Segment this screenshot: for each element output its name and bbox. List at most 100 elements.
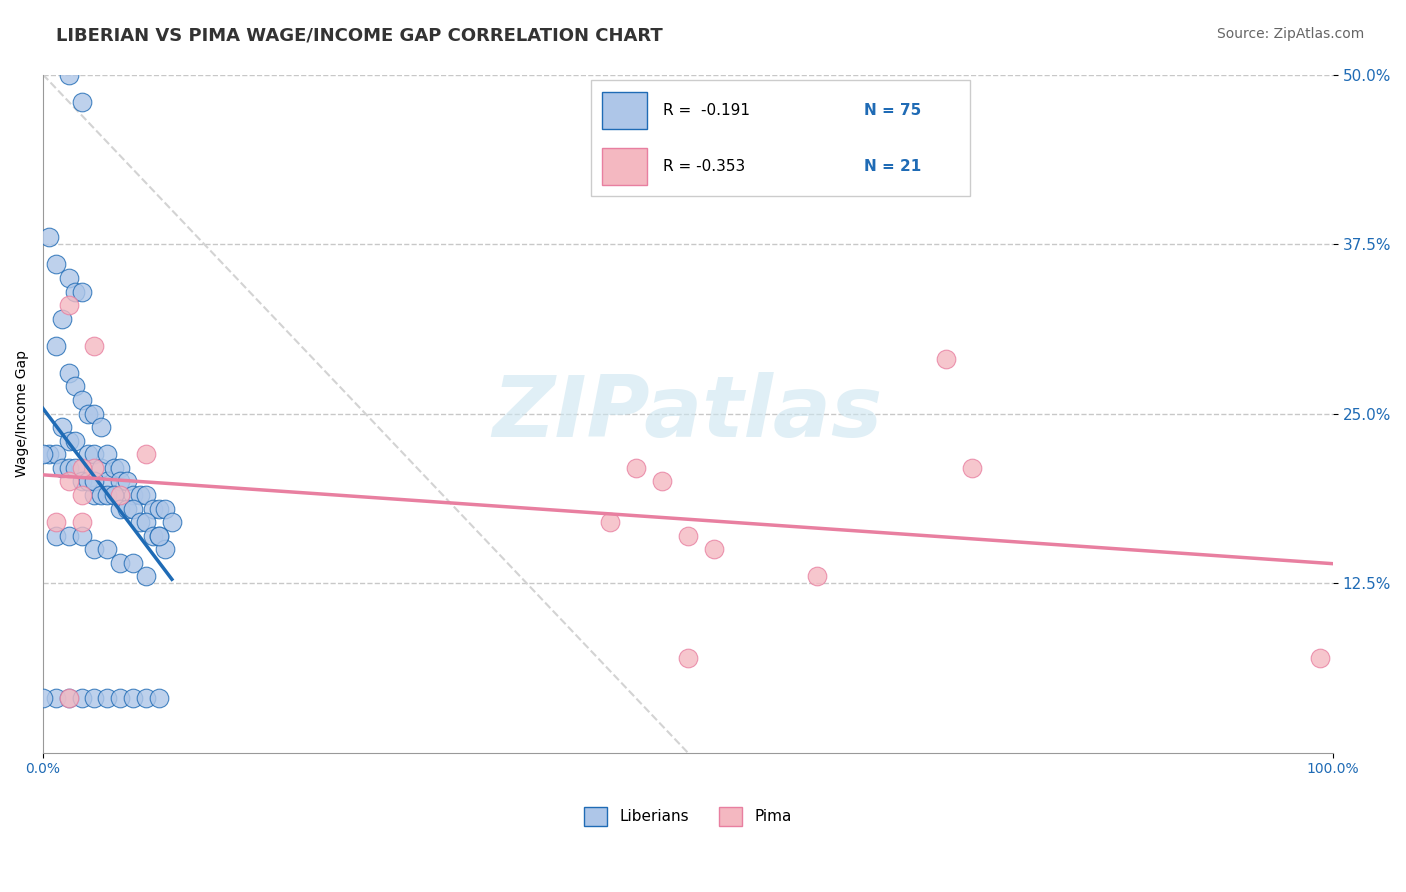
- Point: [63, 379, 86, 393]
- Point: [58, 461, 80, 475]
- Point: [122, 501, 145, 516]
- Point: [70, 488, 93, 502]
- Point: [83, 542, 105, 557]
- Y-axis label: Wage/Income Gap: Wage/Income Gap: [15, 350, 30, 477]
- Text: N = 21: N = 21: [863, 159, 921, 174]
- Text: ZIPatlas: ZIPatlas: [492, 372, 883, 455]
- Point: [58, 271, 80, 285]
- Point: [58, 68, 80, 82]
- Point: [141, 529, 163, 543]
- Point: [32, 447, 55, 461]
- Point: [45, 257, 67, 271]
- Point: [51, 311, 73, 326]
- Point: [96, 542, 118, 557]
- Point: [1309, 650, 1331, 665]
- Point: [103, 488, 125, 502]
- Text: R = -0.353: R = -0.353: [662, 159, 745, 174]
- Point: [70, 691, 93, 706]
- Point: [83, 407, 105, 421]
- Point: [110, 501, 132, 516]
- Point: [110, 488, 132, 502]
- Point: [58, 529, 80, 543]
- Point: [110, 475, 132, 489]
- Point: [135, 447, 157, 461]
- Point: [51, 461, 73, 475]
- Point: [58, 475, 80, 489]
- Point: [32, 691, 55, 706]
- Point: [90, 461, 112, 475]
- Point: [96, 488, 118, 502]
- Point: [58, 366, 80, 380]
- Point: [58, 691, 80, 706]
- Point: [70, 461, 93, 475]
- Point: [651, 475, 673, 489]
- Point: [110, 556, 132, 570]
- Point: [51, 420, 73, 434]
- Point: [83, 447, 105, 461]
- Point: [703, 542, 725, 557]
- Point: [70, 529, 93, 543]
- Point: [70, 392, 93, 407]
- Point: [58, 434, 80, 448]
- Point: [77, 447, 100, 461]
- Point: [115, 475, 138, 489]
- Point: [676, 650, 699, 665]
- Point: [70, 95, 93, 109]
- Point: [83, 461, 105, 475]
- Point: [77, 407, 100, 421]
- Legend: Liberians, Pima: Liberians, Pima: [578, 801, 797, 832]
- Point: [45, 515, 67, 529]
- Point: [110, 461, 132, 475]
- Point: [58, 691, 80, 706]
- Point: [96, 475, 118, 489]
- Point: [122, 488, 145, 502]
- Point: [155, 501, 177, 516]
- Point: [83, 339, 105, 353]
- Point: [135, 569, 157, 583]
- Point: [38, 230, 60, 244]
- Point: [38, 447, 60, 461]
- Point: [63, 434, 86, 448]
- Point: [103, 488, 125, 502]
- Point: [676, 529, 699, 543]
- Point: [122, 556, 145, 570]
- Point: [90, 488, 112, 502]
- Point: [135, 691, 157, 706]
- Point: [83, 488, 105, 502]
- Point: [96, 691, 118, 706]
- FancyBboxPatch shape: [591, 80, 970, 196]
- Text: Source: ZipAtlas.com: Source: ZipAtlas.com: [1216, 27, 1364, 41]
- Point: [135, 515, 157, 529]
- Point: [122, 691, 145, 706]
- Point: [115, 501, 138, 516]
- Point: [148, 501, 170, 516]
- Point: [135, 488, 157, 502]
- Point: [960, 461, 983, 475]
- Point: [148, 691, 170, 706]
- Point: [141, 501, 163, 516]
- Point: [90, 420, 112, 434]
- Point: [45, 447, 67, 461]
- Point: [70, 515, 93, 529]
- Point: [63, 285, 86, 299]
- Point: [77, 475, 100, 489]
- Point: [83, 691, 105, 706]
- Text: LIBERIAN VS PIMA WAGE/INCOME GAP CORRELATION CHART: LIBERIAN VS PIMA WAGE/INCOME GAP CORRELA…: [56, 27, 664, 45]
- FancyBboxPatch shape: [602, 147, 647, 185]
- Point: [148, 529, 170, 543]
- FancyBboxPatch shape: [602, 92, 647, 129]
- Point: [45, 339, 67, 353]
- Point: [70, 475, 93, 489]
- Point: [806, 569, 828, 583]
- Point: [148, 529, 170, 543]
- Point: [110, 691, 132, 706]
- Point: [626, 461, 648, 475]
- Point: [45, 529, 67, 543]
- Point: [599, 515, 621, 529]
- Point: [96, 447, 118, 461]
- Point: [58, 298, 80, 312]
- Text: N = 75: N = 75: [863, 103, 921, 118]
- Point: [63, 461, 86, 475]
- Point: [935, 352, 957, 367]
- Point: [103, 461, 125, 475]
